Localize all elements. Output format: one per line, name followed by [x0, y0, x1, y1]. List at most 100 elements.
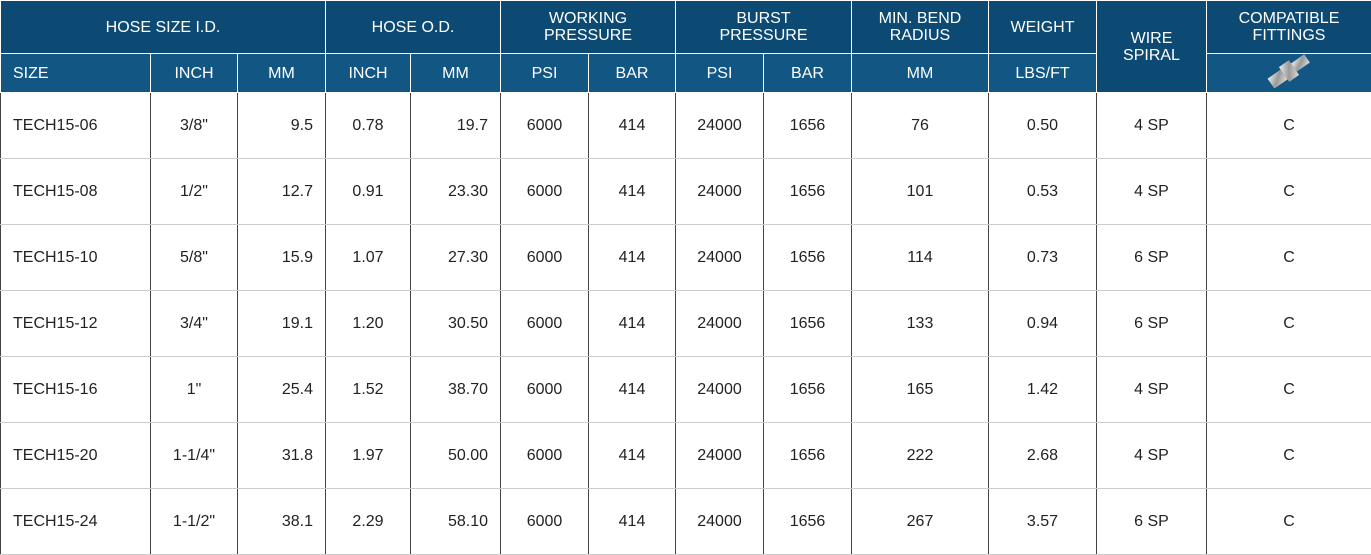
cell: C: [1207, 423, 1371, 489]
subheader: MM: [411, 54, 501, 93]
cell: 414: [589, 93, 676, 159]
cell: 165: [852, 357, 989, 423]
subheader: SIZE: [1, 54, 151, 93]
cell: 0.78: [326, 93, 411, 159]
cell: 114: [852, 225, 989, 291]
cell: 0.53: [989, 159, 1097, 225]
cell: 1.07: [326, 225, 411, 291]
cell: 6000: [501, 291, 589, 357]
cell: 19.7: [411, 93, 501, 159]
fitting-icon: [1259, 54, 1319, 88]
cell: 6000: [501, 357, 589, 423]
cell: 27.30: [411, 225, 501, 291]
cell: 4 SP: [1097, 357, 1207, 423]
cell: 24000: [676, 291, 764, 357]
group-header-text: HOSE SIZE I.D.: [63, 19, 263, 36]
cell: 1/2": [151, 159, 238, 225]
cell: 24000: [676, 423, 764, 489]
cell: 0.50: [989, 93, 1097, 159]
group-header-text: WEIGHT: [993, 19, 1093, 36]
cell: 24000: [676, 489, 764, 555]
cell: 1656: [764, 291, 852, 357]
cell: 1656: [764, 357, 852, 423]
subheader: PSI: [501, 54, 589, 93]
cell: TECH15-10: [1, 225, 151, 291]
group-header: WORKING PRESSURE: [501, 1, 676, 54]
cell: TECH15-12: [1, 291, 151, 357]
cell: 414: [589, 225, 676, 291]
subheader: LBS/FT: [989, 54, 1097, 93]
cell: 19.1: [238, 291, 326, 357]
cell: 30.50: [411, 291, 501, 357]
group-header-text: HOSE O.D.: [353, 19, 473, 36]
fitting-icon-cell: [1207, 54, 1371, 93]
group-header-text: WORKING PRESSURE: [538, 10, 638, 44]
cell: 414: [589, 159, 676, 225]
cell: 23.30: [411, 159, 501, 225]
cell: TECH15-24: [1, 489, 151, 555]
subheader: PSI: [676, 54, 764, 93]
cell: 6000: [501, 423, 589, 489]
subheader: MM: [852, 54, 989, 93]
cell: 1656: [764, 93, 852, 159]
cell: 25.4: [238, 357, 326, 423]
cell: 12.7: [238, 159, 326, 225]
cell: 414: [589, 291, 676, 357]
subheader: BAR: [589, 54, 676, 93]
cell: TECH15-20: [1, 423, 151, 489]
cell: 31.8: [238, 423, 326, 489]
subheader: INCH: [151, 54, 238, 93]
cell: TECH15-06: [1, 93, 151, 159]
cell: 267: [852, 489, 989, 555]
cell: 1.42: [989, 357, 1097, 423]
group-header: COMPATIBLE FITTINGS: [1207, 1, 1371, 54]
cell: 1.20: [326, 291, 411, 357]
cell: 6000: [501, 93, 589, 159]
cell: TECH15-08: [1, 159, 151, 225]
cell: 4 SP: [1097, 159, 1207, 225]
cell: 6000: [501, 225, 589, 291]
group-header: MIN. BEND RADIUS: [852, 1, 989, 54]
cell: C: [1207, 159, 1371, 225]
page: HOSE SIZE I.D. HOSE O.D. WORKING PRESSURE B…: [0, 0, 1371, 550]
cell: 24000: [676, 225, 764, 291]
cell: 50.00: [411, 423, 501, 489]
cell: 133: [852, 291, 989, 357]
cell: 1.52: [326, 357, 411, 423]
group-header: WEIGHT: [989, 1, 1097, 54]
subheader: INCH: [326, 54, 411, 93]
group-header: HOSE SIZE I.D.: [1, 1, 326, 54]
cell: 1-1/4": [151, 423, 238, 489]
group-header: WIRE SPIRAL: [1097, 1, 1207, 93]
cell: 1": [151, 357, 238, 423]
cell: 24000: [676, 357, 764, 423]
cell: 9.5: [238, 93, 326, 159]
cell: 3/8": [151, 93, 238, 159]
cell: 6 SP: [1097, 489, 1207, 555]
cell: 76: [852, 93, 989, 159]
cell: 101: [852, 159, 989, 225]
cell: 6000: [501, 489, 589, 555]
cell: 1656: [764, 489, 852, 555]
cell: C: [1207, 93, 1371, 159]
cell: 222: [852, 423, 989, 489]
group-header: BURST PRESSURE: [676, 1, 852, 54]
cell: 5/8": [151, 225, 238, 291]
group-header-text: MIN. BEND RADIUS: [870, 10, 970, 44]
cell: 1656: [764, 159, 852, 225]
group-header: HOSE O.D.: [326, 1, 501, 54]
cell: 1.97: [326, 423, 411, 489]
cell: 4 SP: [1097, 93, 1207, 159]
cell: 1656: [764, 225, 852, 291]
cell: 0.91: [326, 159, 411, 225]
cell: 4 SP: [1097, 423, 1207, 489]
group-header-text: WIRE SPIRAL: [1122, 30, 1182, 64]
cell: 414: [589, 489, 676, 555]
cell: 38.1: [238, 489, 326, 555]
subheader: MM: [238, 54, 326, 93]
